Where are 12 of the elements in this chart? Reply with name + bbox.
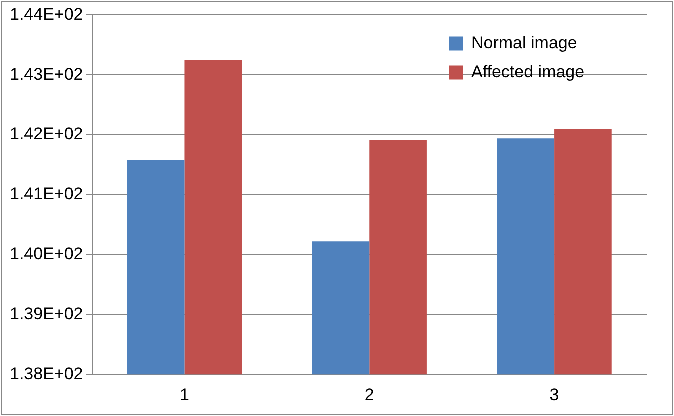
y-tick-label: 1.44E+02 xyxy=(10,4,84,24)
y-tick-label: 1.39E+02 xyxy=(10,304,84,324)
legend-label: Normal image xyxy=(472,33,578,52)
x-tick-label: 1 xyxy=(180,385,190,404)
legend-label: Affected image xyxy=(472,62,585,82)
y-tick-label: 1.38E+02 xyxy=(10,364,84,384)
y-tick-label: 1.40E+02 xyxy=(10,244,84,264)
x-tick-label: 3 xyxy=(550,385,560,404)
x-tick-label: 2 xyxy=(364,385,374,404)
y-tick-label: 1.43E+02 xyxy=(10,64,84,84)
y-tick-label: 1.42E+02 xyxy=(10,124,84,144)
y-tick-label: 1.41E+02 xyxy=(10,184,84,204)
